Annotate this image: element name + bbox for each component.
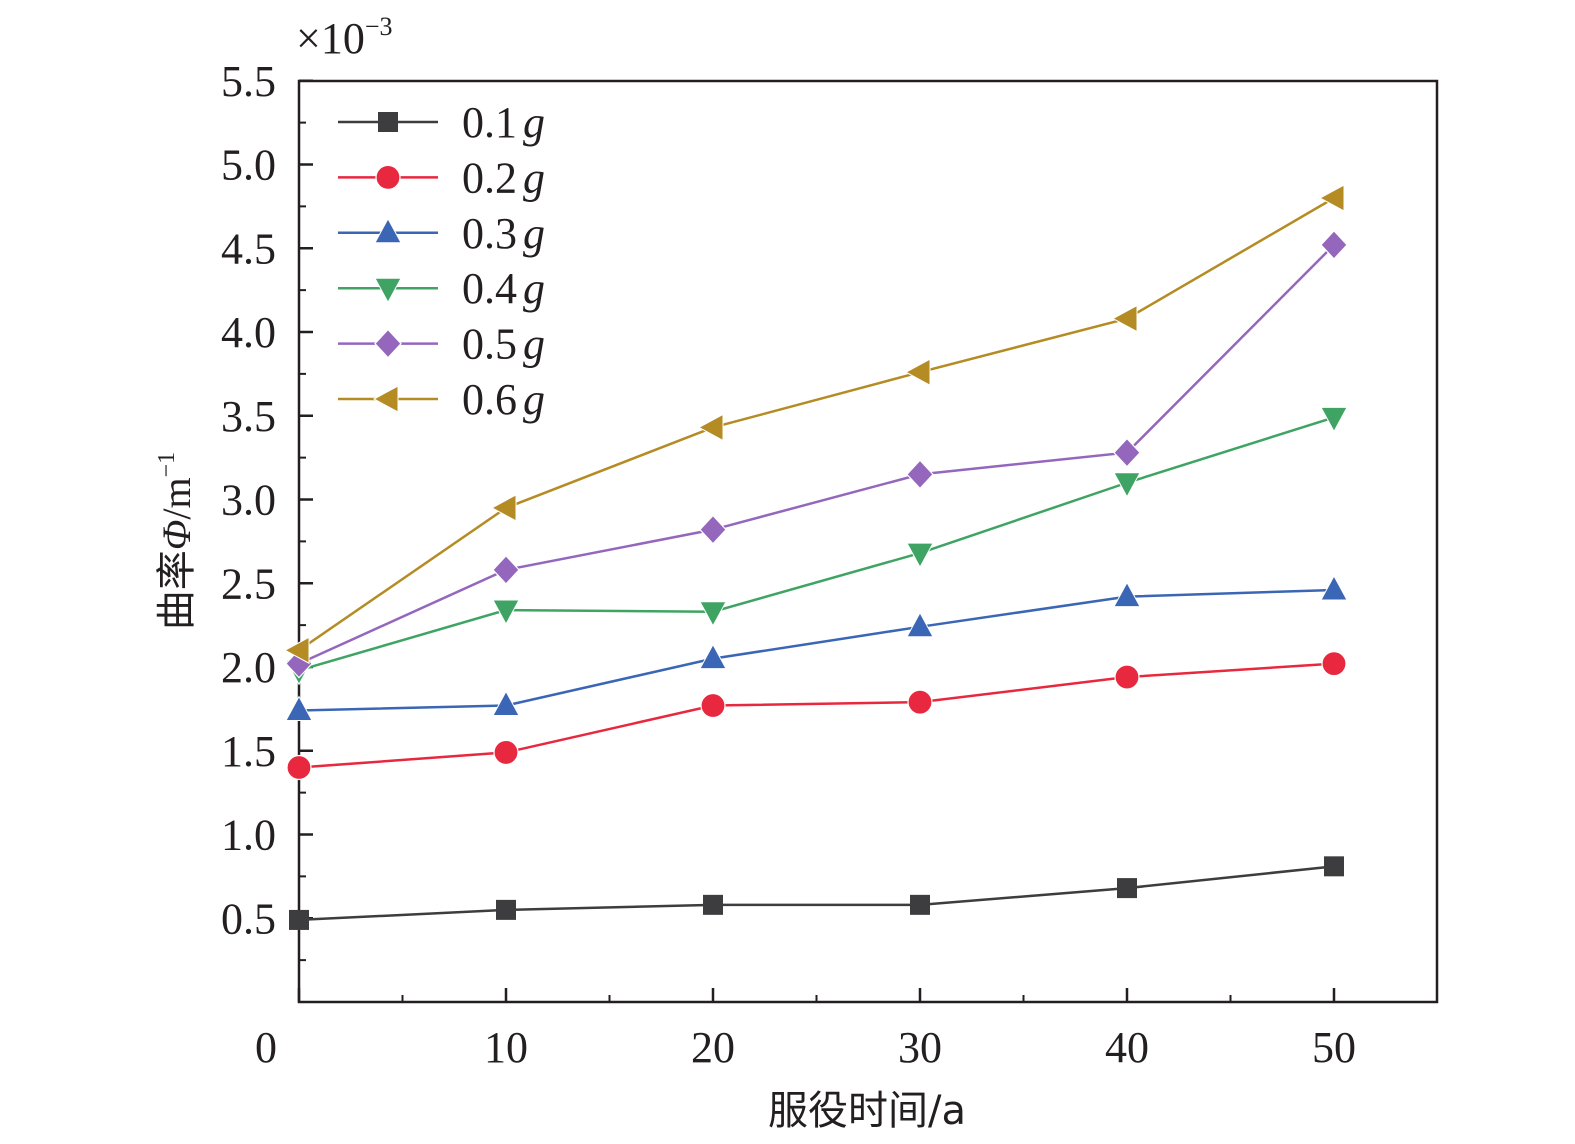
x-tick-label: 50 — [1312, 1023, 1356, 1072]
legend-item: 0.2 g — [338, 153, 545, 202]
legend-marker — [375, 164, 401, 190]
data-point — [493, 739, 519, 766]
data-point — [1117, 878, 1137, 899]
data-point — [699, 514, 727, 545]
data-point — [289, 909, 309, 930]
legend-label: 0.1 g — [462, 98, 545, 147]
x-axis-title: 服役时间/a — [768, 1088, 966, 1134]
x-tick-label: 20 — [691, 1023, 735, 1072]
data-point — [699, 601, 727, 627]
data-point — [1320, 230, 1348, 260]
data-point — [1113, 581, 1141, 608]
data-point — [1113, 437, 1141, 468]
data-point — [490, 494, 517, 522]
y-tick-label: 1.0 — [221, 811, 276, 860]
data-point — [906, 611, 934, 638]
y-multiplier: ×10−3 — [296, 12, 393, 63]
data-point — [1321, 651, 1347, 677]
legend-label: 0.2 g — [462, 153, 545, 202]
series-line — [298, 416, 1335, 672]
y-axis-ticks: 0.5 1.0 1.5 2.0 2.5 3.0 3.5 4.0 4.5 5.0 5.5 — [221, 57, 313, 962]
data-point — [699, 643, 727, 670]
data-point — [904, 358, 931, 387]
y-tick-label: 3.5 — [221, 392, 276, 441]
y-tick-label: 2.5 — [221, 559, 276, 608]
data-point — [492, 690, 520, 717]
data-point — [283, 636, 310, 665]
y-tick-label: 4.5 — [221, 224, 276, 273]
series-0.2g — [286, 651, 1347, 781]
y-tick-label: 5.0 — [221, 141, 276, 190]
data-point — [285, 695, 313, 722]
series-0.5g — [285, 230, 1348, 679]
x-tick-label: 10 — [484, 1023, 528, 1072]
legend-label: 0.4 g — [462, 264, 545, 313]
series-layer — [283, 184, 1348, 930]
series-line — [298, 196, 1335, 652]
data-point — [492, 554, 520, 585]
x-tick-label: 40 — [1105, 1023, 1149, 1072]
data-point — [906, 459, 934, 490]
data-point — [1318, 184, 1345, 212]
series-line — [298, 588, 1335, 712]
data-point — [496, 899, 516, 920]
series-0.3g — [285, 574, 1348, 722]
legend-label: 0.6 g — [462, 375, 545, 424]
legend-label: 0.5 g — [462, 320, 545, 369]
y-tick-label: 3.0 — [221, 476, 276, 525]
series-0.6g — [283, 184, 1345, 665]
legend-marker — [374, 277, 402, 304]
series-line — [298, 244, 1335, 665]
y-tick-label: 5.5 — [221, 57, 276, 106]
data-point — [910, 894, 930, 915]
legend-item: 0.1 g — [338, 98, 545, 147]
x-tick-label: 30 — [898, 1023, 942, 1072]
data-point — [1320, 574, 1348, 601]
legend-marker — [372, 385, 399, 413]
data-point — [1324, 856, 1344, 877]
y-tick-label: 1.5 — [221, 727, 276, 776]
data-point — [697, 413, 724, 442]
series-0.1g — [289, 856, 1344, 930]
data-point — [703, 894, 723, 915]
series-0.4g — [285, 406, 1348, 686]
legend-label: 0.3 g — [462, 209, 545, 258]
series-line — [298, 865, 1335, 922]
data-point — [906, 542, 934, 569]
legend-marker — [374, 217, 402, 244]
y-tick-label: 0.5 — [221, 894, 276, 943]
data-point — [1113, 472, 1141, 498]
series-line — [298, 662, 1335, 769]
data-point — [286, 754, 312, 781]
y-tick-label: 2.0 — [221, 643, 276, 692]
legend-marker — [374, 328, 402, 359]
data-point — [907, 689, 933, 715]
legend-marker — [378, 112, 398, 132]
legend-item: 0.5 g — [338, 320, 545, 369]
data-point — [1320, 406, 1348, 433]
data-point — [1114, 664, 1140, 690]
data-point — [492, 599, 520, 626]
x-axis-ticks: 0 10 20 30 40 50 — [255, 988, 1356, 1072]
x-tick-label: 0 — [255, 1023, 277, 1072]
data-point — [700, 692, 726, 719]
y-tick-label: 4.0 — [221, 308, 276, 357]
data-point — [1111, 304, 1138, 333]
legend-item: 0.4 g — [338, 264, 545, 313]
y-axis-title: 曲率Φ/m−1 — [154, 452, 200, 630]
legend: 0.1 g 0.2 g 0.3 g 0.4 g 0.5 g 0.6 g — [338, 98, 545, 424]
legend-item: 0.3 g — [338, 209, 545, 258]
legend-item: 0.6 g — [338, 375, 545, 424]
